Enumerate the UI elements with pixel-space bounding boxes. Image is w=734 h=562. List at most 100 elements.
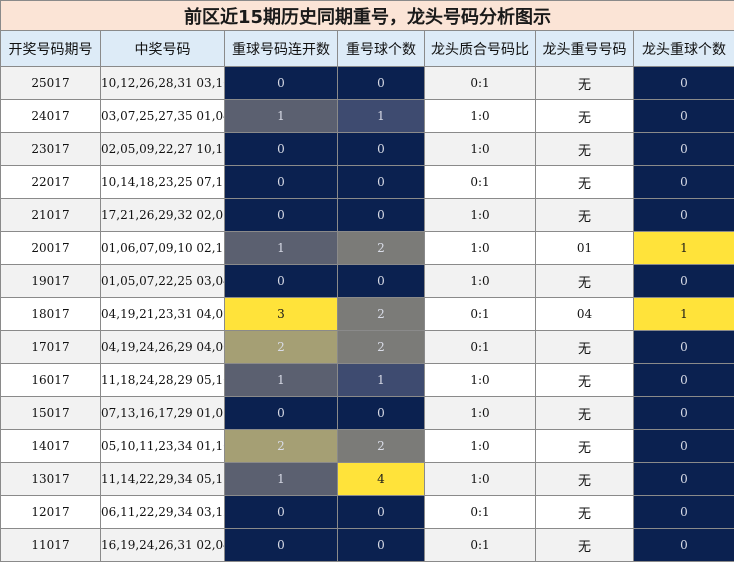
header-row: 开奖号码期号 中奖号码 重球号码连开数 重号球个数 龙头质合号码比 龙头重号号码… [1,31,734,67]
period-cell: 17017 [1,331,101,364]
dragon-repeat-cell: 无 [536,397,634,430]
dragon-repeat-count-cell: 0 [634,133,734,166]
numbers-cell: 16,19,24,26,31 02,04 [101,529,225,562]
dragon-ratio-cell: 0:1 [425,496,536,529]
dragon-repeat-cell: 无 [536,463,634,496]
dragon-ratio-cell: 0:1 [425,298,536,331]
period-cell: 24017 [1,100,101,133]
numbers-cell: 07,13,16,17,29 01,07 [101,397,225,430]
numbers-cell: 10,14,18,23,25 07,11 [101,166,225,199]
numbers-cell: 11,18,24,28,29 05,10 [101,364,225,397]
repeat-consec-cell: 1 [225,364,338,397]
dragon-ratio-cell: 1:0 [425,397,536,430]
dragon-repeat-cell: 无 [536,100,634,133]
dragon-ratio-cell: 1:0 [425,100,536,133]
dragon-ratio-cell: 0:1 [425,529,536,562]
repeat-count-cell: 0 [338,166,425,199]
repeat-count-cell: 0 [338,199,425,232]
dragon-repeat-count-cell: 1 [634,232,734,265]
dragon-repeat-count-cell: 0 [634,199,734,232]
dragon-ratio-cell: 1:0 [425,133,536,166]
dragon-repeat-cell: 无 [536,496,634,529]
period-cell: 12017 [1,496,101,529]
header-period: 开奖号码期号 [1,31,101,67]
numbers-cell: 03,07,25,27,35 01,04 [101,100,225,133]
numbers-cell: 04,19,21,23,31 04,09 [101,298,225,331]
repeat-count-cell: 2 [338,298,425,331]
title-row: 前区近15期历史同期重号，龙头号码分析图示 [1,1,734,31]
dragon-repeat-cell: 无 [536,430,634,463]
dragon-ratio-cell: 1:0 [425,364,536,397]
numbers-cell: 05,10,11,23,34 01,10 [101,430,225,463]
repeat-consec-cell: 3 [225,298,338,331]
period-cell: 22017 [1,166,101,199]
header-dragon-repeat: 龙头重号号码 [536,31,634,67]
period-cell: 14017 [1,430,101,463]
repeat-count-cell: 4 [338,463,425,496]
dragon-repeat-cell: 无 [536,67,634,100]
numbers-cell: 17,21,26,29,32 02,07 [101,199,225,232]
repeat-consec-cell: 1 [225,463,338,496]
dragon-ratio-cell: 1:0 [425,199,536,232]
repeat-consec-cell: 2 [225,331,338,364]
numbers-cell: 10,12,26,28,31 03,10 [101,67,225,100]
header-dragon-repeat-count: 龙头重球个数 [634,31,734,67]
header-dragon-ratio: 龙头质合号码比 [425,31,536,67]
repeat-consec-cell: 0 [225,496,338,529]
period-cell: 16017 [1,364,101,397]
dragon-repeat-cell: 无 [536,265,634,298]
repeat-count-cell: 0 [338,529,425,562]
numbers-cell: 06,11,22,29,34 03,12 [101,496,225,529]
dragon-ratio-cell: 0:1 [425,331,536,364]
dragon-ratio-cell: 1:0 [425,232,536,265]
period-cell: 13017 [1,463,101,496]
repeat-consec-cell: 1 [225,100,338,133]
dragon-repeat-count-cell: 0 [634,364,734,397]
repeat-count-cell: 0 [338,397,425,430]
numbers-cell: 04,19,24,26,29 04,06 [101,331,225,364]
repeat-count-cell: 0 [338,496,425,529]
period-cell: 21017 [1,199,101,232]
period-cell: 25017 [1,67,101,100]
table-title: 前区近15期历史同期重号，龙头号码分析图示 [1,1,734,31]
period-cell: 15017 [1,397,101,430]
repeat-count-cell: 2 [338,232,425,265]
repeat-consec-cell: 2 [225,430,338,463]
dragon-repeat-cell: 无 [536,364,634,397]
period-cell: 11017 [1,529,101,562]
dragon-repeat-count-cell: 0 [634,100,734,133]
dragon-ratio-cell: 1:0 [425,430,536,463]
numbers-cell: 02,05,09,22,27 10,11 [101,133,225,166]
dragon-repeat-cell: 01 [536,232,634,265]
period-cell: 23017 [1,133,101,166]
repeat-count-cell: 1 [338,100,425,133]
dragon-repeat-cell: 04 [536,298,634,331]
header-repeat-consec: 重球号码连开数 [225,31,338,67]
repeat-consec-cell: 0 [225,166,338,199]
period-cell: 19017 [1,265,101,298]
dragon-ratio-cell: 0:1 [425,67,536,100]
repeat-consec-cell: 1 [225,232,338,265]
repeat-consec-cell: 0 [225,265,338,298]
header-numbers: 中奖号码 [101,31,225,67]
numbers-cell: 01,05,07,22,25 03,04 [101,265,225,298]
dragon-repeat-count-cell: 1 [634,298,734,331]
dragon-ratio-cell: 1:0 [425,265,536,298]
dragon-repeat-cell: 无 [536,331,634,364]
dragon-repeat-count-cell: 0 [634,331,734,364]
dragon-repeat-count-cell: 0 [634,496,734,529]
